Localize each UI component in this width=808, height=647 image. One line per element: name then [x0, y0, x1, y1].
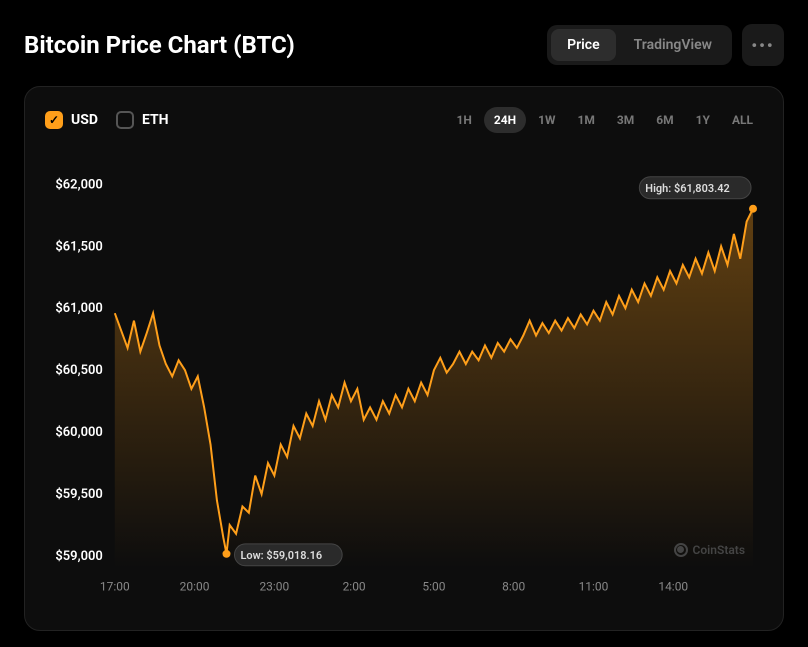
currency-label: ETH: [142, 112, 169, 128]
header: Bitcoin Price Chart (BTC) Price TradingV…: [24, 24, 784, 66]
checkbox-icon: [116, 111, 134, 129]
svg-text:$59,500: $59,500: [55, 487, 102, 502]
svg-text:$60,500: $60,500: [55, 363, 102, 378]
svg-text:$61,000: $61,000: [55, 301, 102, 316]
svg-text:$60,000: $60,000: [55, 425, 102, 440]
tab-price[interactable]: Price: [551, 29, 616, 61]
svg-text:Low: $59,018.16: Low: $59,018.16: [240, 549, 322, 562]
range-tab-1y[interactable]: 1Y: [686, 107, 720, 133]
range-tab-group: 1H24H1W1M3M6M1YALL: [446, 107, 763, 133]
checkbox-icon: ✓: [45, 111, 63, 129]
page-title: Bitcoin Price Chart (BTC): [24, 31, 295, 59]
range-tab-all[interactable]: ALL: [722, 107, 763, 133]
coinstats-icon: [674, 543, 688, 557]
more-button[interactable]: •••: [742, 24, 784, 66]
header-actions: Price TradingView •••: [547, 24, 784, 66]
svg-text:14:00: 14:00: [658, 579, 688, 593]
range-tab-3m[interactable]: 3M: [607, 107, 644, 133]
currency-label: USD: [71, 112, 98, 128]
svg-text:High: $61,803.42: High: $61,803.42: [645, 182, 729, 195]
watermark-label: CoinStats: [693, 543, 745, 557]
svg-text:2:00: 2:00: [343, 579, 366, 593]
currency-toggles: ✓ USD ETH: [45, 111, 169, 129]
chart-card: ✓ USD ETH 1H24H1W1M3M6M1YALL $59,000$59,…: [24, 86, 784, 631]
view-tab-group: Price TradingView: [547, 25, 732, 65]
range-tab-6m[interactable]: 6M: [646, 107, 683, 133]
dots-icon: •••: [751, 36, 774, 55]
svg-text:$61,500: $61,500: [55, 239, 102, 254]
svg-text:17:00: 17:00: [100, 579, 130, 593]
svg-text:5:00: 5:00: [422, 579, 445, 593]
svg-text:$62,000: $62,000: [55, 177, 102, 192]
svg-text:8:00: 8:00: [502, 579, 525, 593]
range-tab-1m[interactable]: 1M: [567, 107, 604, 133]
currency-toggle-eth[interactable]: ETH: [116, 111, 169, 129]
chart-area: $59,000 $59,500 $60,000 $60,500 $61,000 $61,5…: [45, 139, 763, 599]
svg-text:11:00: 11:00: [579, 579, 609, 593]
range-tab-1w[interactable]: 1W: [528, 107, 565, 133]
range-tab-24h[interactable]: 24H: [484, 107, 526, 133]
tab-tradingview[interactable]: TradingView: [618, 29, 728, 61]
svg-text:$59,000: $59,000: [55, 549, 102, 564]
card-toolbar: ✓ USD ETH 1H24H1W1M3M6M1YALL: [45, 107, 763, 133]
watermark: CoinStats: [674, 543, 745, 557]
currency-toggle-usd[interactable]: ✓ USD: [45, 111, 98, 129]
price-chart: $59,000 $59,500 $60,000 $60,500 $61,000 $61,5…: [45, 139, 763, 599]
svg-text:23:00: 23:00: [259, 579, 289, 593]
svg-text:20:00: 20:00: [180, 579, 210, 593]
range-tab-1h[interactable]: 1H: [446, 107, 481, 133]
